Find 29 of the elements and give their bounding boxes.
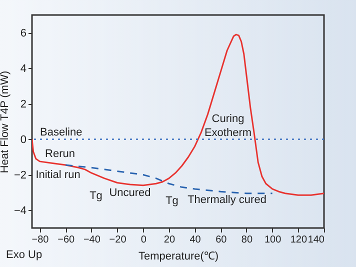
annotation: Initial run bbox=[36, 169, 80, 181]
y-tick-label: 4 bbox=[20, 62, 26, 75]
x-tick-label: −40 bbox=[83, 234, 101, 246]
x-tick-label: 20 bbox=[164, 234, 176, 246]
y-tick-label: 0 bbox=[20, 134, 26, 146]
y-tick-label: −4 bbox=[14, 204, 26, 217]
x-tick-label: −80 bbox=[32, 234, 50, 246]
annotation: Rerun bbox=[45, 148, 75, 160]
y-tick-label: −2 bbox=[14, 169, 26, 182]
x-tick-label: −20 bbox=[109, 234, 127, 246]
annotation: Curing Exotherm bbox=[204, 113, 252, 139]
x-tick-label: 120 bbox=[290, 234, 308, 246]
x-tick-label: −60 bbox=[58, 234, 76, 246]
y-axis-title: Heat Flow T4P (mW) bbox=[0, 70, 11, 174]
x-tick-label: 80 bbox=[241, 234, 253, 246]
x-tick-label: 140 bbox=[308, 234, 325, 246]
annotation: Tg bbox=[166, 195, 178, 207]
x-tick-label: 40 bbox=[190, 234, 202, 246]
annotation: Thermally cured bbox=[188, 194, 266, 206]
x-axis-title: Temperature(℃) bbox=[138, 250, 219, 262]
annotation: Uncured bbox=[109, 187, 151, 199]
ref-line-label: Baseline bbox=[40, 126, 82, 138]
y-tick-label: 2 bbox=[20, 98, 26, 110]
annotation: Tg bbox=[90, 190, 102, 202]
x-tick-label: 100 bbox=[264, 234, 282, 246]
y-tick-label: 6 bbox=[20, 27, 26, 40]
x-tick-label: 60 bbox=[216, 234, 228, 246]
text: Exo Up bbox=[6, 249, 42, 261]
x-tick-label: 0 bbox=[140, 234, 147, 246]
